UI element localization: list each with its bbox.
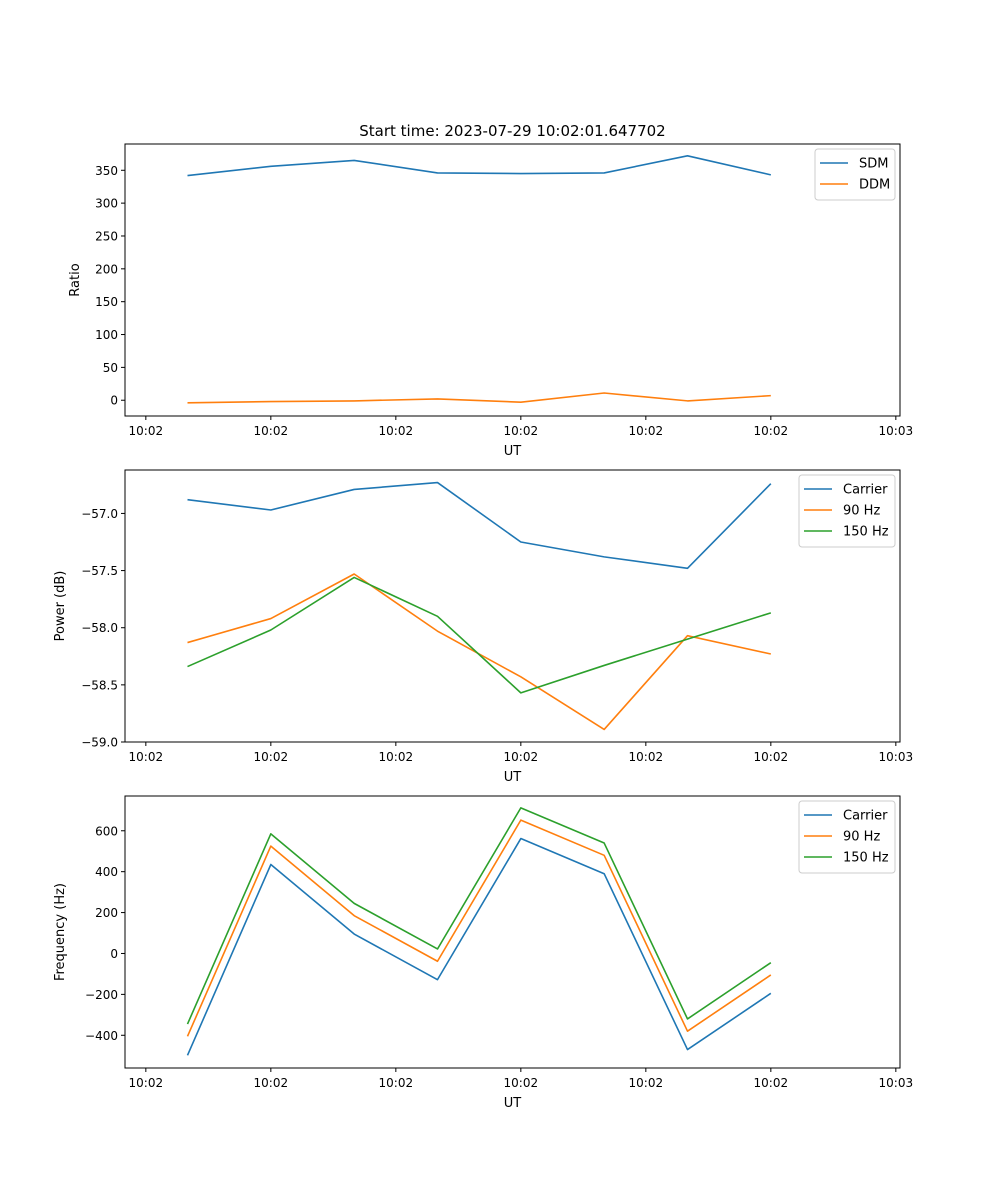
x-tick-label: 10:02 [379, 750, 414, 764]
series-line-carrier [187, 481, 772, 570]
legend-label: Carrier [843, 483, 888, 498]
series-line-ddm [187, 392, 771, 404]
y-tick-label: 0 [110, 947, 118, 961]
legend: SDM DDM [814, 148, 896, 201]
series-line-150-hz [187, 576, 772, 694]
legend-label: DDM [859, 178, 890, 193]
y-tick-label: 0 [110, 394, 118, 408]
x-tick-label: 10:02 [754, 424, 789, 438]
x-tick-label: 10:02 [254, 750, 289, 764]
y-tick-label: 600 [95, 824, 118, 838]
legend-box [814, 148, 896, 201]
series-line-carrier [186, 837, 772, 1056]
legend-box [798, 800, 896, 874]
y-tick-label: −58.5 [81, 678, 118, 692]
y-tick-label: −57.5 [81, 564, 118, 578]
y-tick-label: −400 [85, 1029, 118, 1043]
subplots: 10:02 10:02 10:02 10:02 10:02 10:02 10:03 0 50 10… [53, 143, 914, 1111]
y-tick-label: −58.0 [81, 621, 118, 635]
x-tick-label: 10:03 [879, 424, 914, 438]
x-tick-label: 10:02 [129, 1076, 164, 1090]
axes-frame [124, 143, 901, 417]
x-axis-label: UT [504, 1096, 522, 1111]
y-tick-label: 350 [95, 164, 118, 178]
y-axis-label: Power (dB) [53, 571, 68, 642]
y-tick-label: 250 [95, 229, 118, 243]
y-tick-label: 100 [95, 328, 118, 342]
y-tick-label: 200 [95, 906, 118, 920]
y-tick-label: −200 [85, 988, 118, 1002]
y-axis-label: Ratio [68, 263, 83, 296]
y-tick-label: 150 [95, 295, 118, 309]
legend-label: 150 Hz [843, 851, 889, 866]
x-tick-label: 10:03 [879, 1076, 914, 1090]
y-tick-label: 300 [95, 197, 118, 211]
series-line-90-hz [186, 819, 772, 1037]
y-tick-label: 50 [103, 361, 118, 375]
x-tick-label: 10:02 [129, 424, 164, 438]
y-tick-label: −59.0 [81, 736, 118, 750]
axes-frame [124, 469, 901, 743]
x-tick-label: 10:02 [504, 1076, 539, 1090]
x-tick-label: 10:02 [629, 424, 664, 438]
axes-frame [124, 795, 901, 1069]
legend-label: 150 Hz [843, 525, 889, 540]
subplot-3: 10:02 10:02 10:02 10:02 10:02 10:02 10:03 −400 −… [53, 795, 914, 1111]
series-line-sdm [187, 155, 772, 177]
x-axis-label: UT [504, 770, 522, 785]
x-tick-label: 10:02 [504, 750, 539, 764]
y-axis-label: Frequency (Hz) [53, 883, 68, 981]
legend-label: 90 Hz [843, 504, 880, 519]
x-tick-label: 10:02 [254, 424, 289, 438]
y-tick-label: −57.0 [81, 507, 118, 521]
x-tick-label: 10:02 [254, 1076, 289, 1090]
series-line-150-hz [186, 807, 772, 1025]
x-tick-label: 10:02 [379, 424, 414, 438]
legend-box [798, 474, 896, 548]
x-tick-label: 10:03 [879, 750, 914, 764]
legend-label: Carrier [843, 809, 888, 824]
x-tick-label: 10:02 [129, 750, 164, 764]
y-tick-label: 200 [95, 262, 118, 276]
x-tick-label: 10:02 [504, 424, 539, 438]
x-tick-label: 10:02 [754, 1076, 789, 1090]
subplot-2: 10:02 10:02 10:02 10:02 10:02 10:02 10:03 −59.0… [53, 469, 914, 785]
legend-label: SDM [859, 157, 888, 172]
x-tick-label: 10:02 [379, 1076, 414, 1090]
x-axis-label: UT [504, 444, 522, 459]
legend: Carrier 90 Hz 150 Hz [798, 800, 896, 874]
legend: Carrier 90 Hz 150 Hz [798, 474, 896, 548]
x-tick-label: 10:02 [629, 1076, 664, 1090]
subplot-1: 10:02 10:02 10:02 10:02 10:02 10:02 10:03 0 50 10… [68, 143, 914, 459]
x-tick-label: 10:02 [629, 750, 664, 764]
x-tick-label: 10:02 [754, 750, 789, 764]
y-tick-label: 400 [95, 865, 118, 879]
legend-label: 90 Hz [843, 830, 880, 845]
figure-title: Start time: 2023-07-29 10:02:01.647702 [359, 122, 665, 140]
